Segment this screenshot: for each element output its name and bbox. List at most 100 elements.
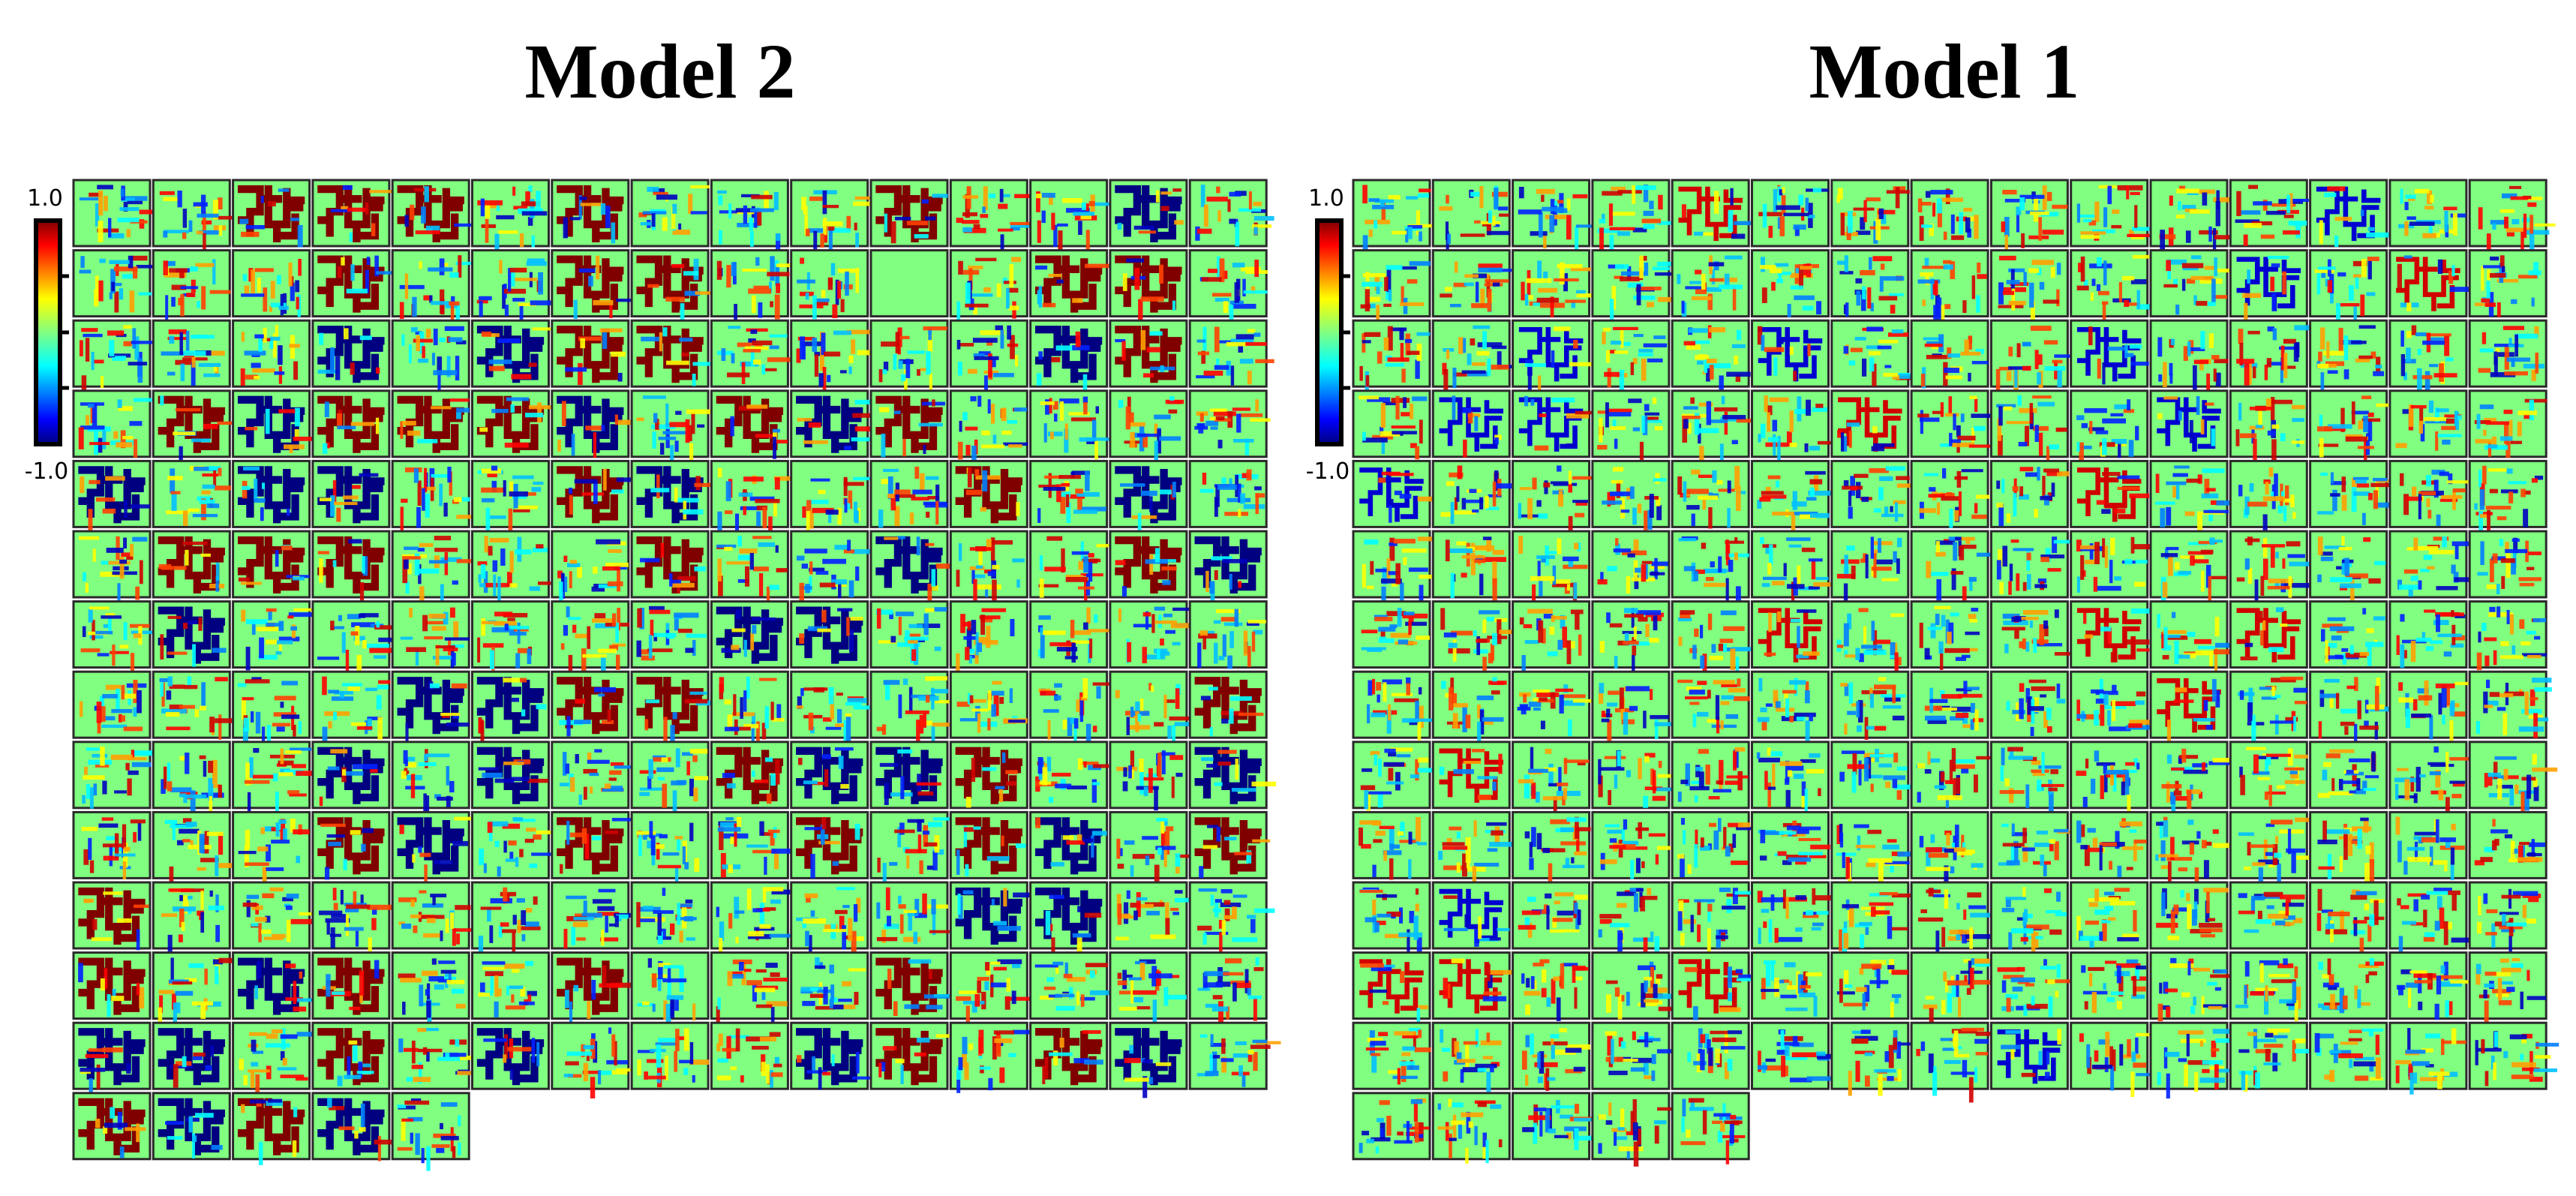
model-2-feature-tile	[232, 670, 311, 750]
model-2-feature-tile	[630, 530, 710, 599]
model-2-feature-tile	[790, 530, 871, 601]
model-2-feature-tile	[551, 810, 635, 879]
model-1-feature-tile	[1591, 389, 1671, 461]
model-1-feature-tile	[1352, 389, 1431, 460]
model-2-feature-tile	[311, 951, 391, 1020]
model-1-feature-tile	[1512, 810, 1591, 885]
model-2-feature-tile	[710, 530, 789, 606]
model-1-feature-tile	[2468, 951, 2547, 1023]
model-2-feature-tile	[152, 600, 231, 669]
model-1-feature-tile	[1352, 530, 1445, 612]
model-2-feature-tile	[790, 249, 869, 320]
model-2-feature-tile	[1029, 1021, 1109, 1090]
model-1-feature-tile	[2229, 810, 2322, 892]
model-1-feature-tile	[1352, 179, 1434, 255]
model-1-feature-tile	[1830, 179, 1910, 248]
model-1-feature-tile	[2070, 530, 2157, 599]
model-2-feature-tile	[949, 1021, 1036, 1093]
model-2-feature-tile	[152, 1092, 231, 1161]
model-2-feature-tile	[551, 179, 630, 248]
model-2-feature-tile	[311, 179, 393, 248]
model-2-feature-tile	[311, 319, 391, 388]
model-1-feature-tile	[2388, 1021, 2468, 1095]
model-2-feature-tile	[1188, 810, 1271, 879]
model-2-feature-tile	[630, 670, 711, 743]
model-2-feature-tile	[790, 1021, 873, 1090]
model-1-feature-tile	[1591, 810, 1671, 879]
model-1-feature-tile	[2229, 319, 2313, 388]
model-2-feature-tile	[949, 319, 1028, 399]
model-1-feature-tile	[1591, 670, 1673, 742]
model-2-feature-tile	[232, 249, 311, 318]
model-2-feature-tile	[311, 741, 391, 810]
model-1-feature-tile	[2149, 389, 2229, 458]
model-1-feature-tile	[1989, 810, 2082, 879]
model-2-feature-tile	[551, 741, 638, 810]
model-1-feature-tile	[1989, 389, 2069, 465]
model-2-feature-tile	[630, 600, 710, 669]
model-1-feature-tile	[1830, 951, 1910, 1020]
model-2-feature-tile	[391, 1021, 477, 1090]
model-1-feature-tile	[2468, 249, 2547, 318]
model-1-feature-tile	[2070, 670, 2154, 739]
model-2-feature-tile	[1029, 670, 1112, 744]
model-2-feature-tile	[471, 951, 550, 1020]
model-1-feature-tile	[2229, 459, 2308, 536]
model-2-feature-tile	[869, 600, 949, 669]
model-1-feature-tile	[1751, 1021, 1841, 1090]
model-2-feature-tile	[630, 1021, 710, 1090]
model-2-feature-tile	[391, 951, 470, 1025]
model-1-feature-tile	[2388, 881, 2475, 956]
model-1-feature-tile	[2309, 881, 2388, 962]
model-1-feature-tile	[1989, 951, 2070, 1020]
model-2-feature-tile	[1188, 249, 1268, 325]
model-1-title: Model 1	[1809, 29, 2079, 115]
model-1-feature-tile	[1352, 1021, 1431, 1090]
model-2-feature-tile	[232, 951, 321, 1020]
model-1-feature-tile	[2468, 319, 2547, 388]
model-2-feature-tile	[710, 179, 789, 257]
model-1-feature-tile	[1989, 600, 2074, 669]
model-2-feature-tile	[630, 179, 710, 248]
model-2-feature-tile	[710, 319, 791, 388]
model-1-feature-tile	[1431, 600, 1515, 681]
model-1-feature-tile	[1431, 881, 1511, 950]
model-2-feature-tile	[72, 179, 157, 248]
model-2-feature-tile	[1188, 389, 1271, 458]
model-2-feature-tile	[1029, 319, 1109, 393]
model-1-feature-tile	[1751, 600, 1830, 669]
model-2-feature-tile	[551, 459, 639, 528]
model-1-feature-tile	[1591, 530, 1671, 599]
model-2-feature-tile	[710, 810, 794, 879]
model-1-feature-tile	[2309, 670, 2391, 746]
model-1-feature-tile	[1352, 810, 1431, 880]
model-1-feature-tile	[2149, 319, 2229, 392]
model-1-feature-tile	[1512, 530, 1591, 606]
model-1-feature-tile	[1830, 881, 1915, 953]
model-2-feature-tile	[232, 600, 316, 671]
model-1-feature-tile	[2388, 741, 2475, 813]
model-2-feature-tile	[551, 881, 639, 950]
model-2-feature-tile	[232, 1092, 311, 1165]
model-2-feature-tile	[551, 951, 632, 1026]
model-2-feature-tile	[1188, 670, 1268, 739]
model-1-feature-tile	[2229, 881, 2308, 950]
model-2-feature-tile	[471, 600, 550, 671]
model-2-feature-tile	[949, 459, 1028, 528]
model-2-feature-tile	[152, 249, 231, 320]
model-1-feature-tile	[2070, 1021, 2157, 1097]
model-2-feature-tile	[630, 389, 712, 469]
model-1-feature-tile	[2070, 951, 2149, 1020]
model-1-feature-tile	[2149, 530, 2229, 602]
model-2-feature-tile	[391, 741, 470, 816]
model-1-feature-tile	[1512, 1021, 1591, 1091]
model-1-feature-tile	[1910, 319, 1989, 389]
model-1-colorbar-min: -1.0	[1306, 458, 1350, 485]
model-1-feature-tile	[1910, 881, 1993, 956]
model-2-feature-tile	[471, 319, 552, 388]
model-2-feature-tile	[710, 881, 795, 960]
model-1-feature-tile	[1671, 389, 1752, 471]
model-2-feature-tile	[1188, 741, 1277, 810]
model-2-feature-tile	[1188, 319, 1274, 388]
model-1-feature-tile	[1352, 1092, 1431, 1161]
